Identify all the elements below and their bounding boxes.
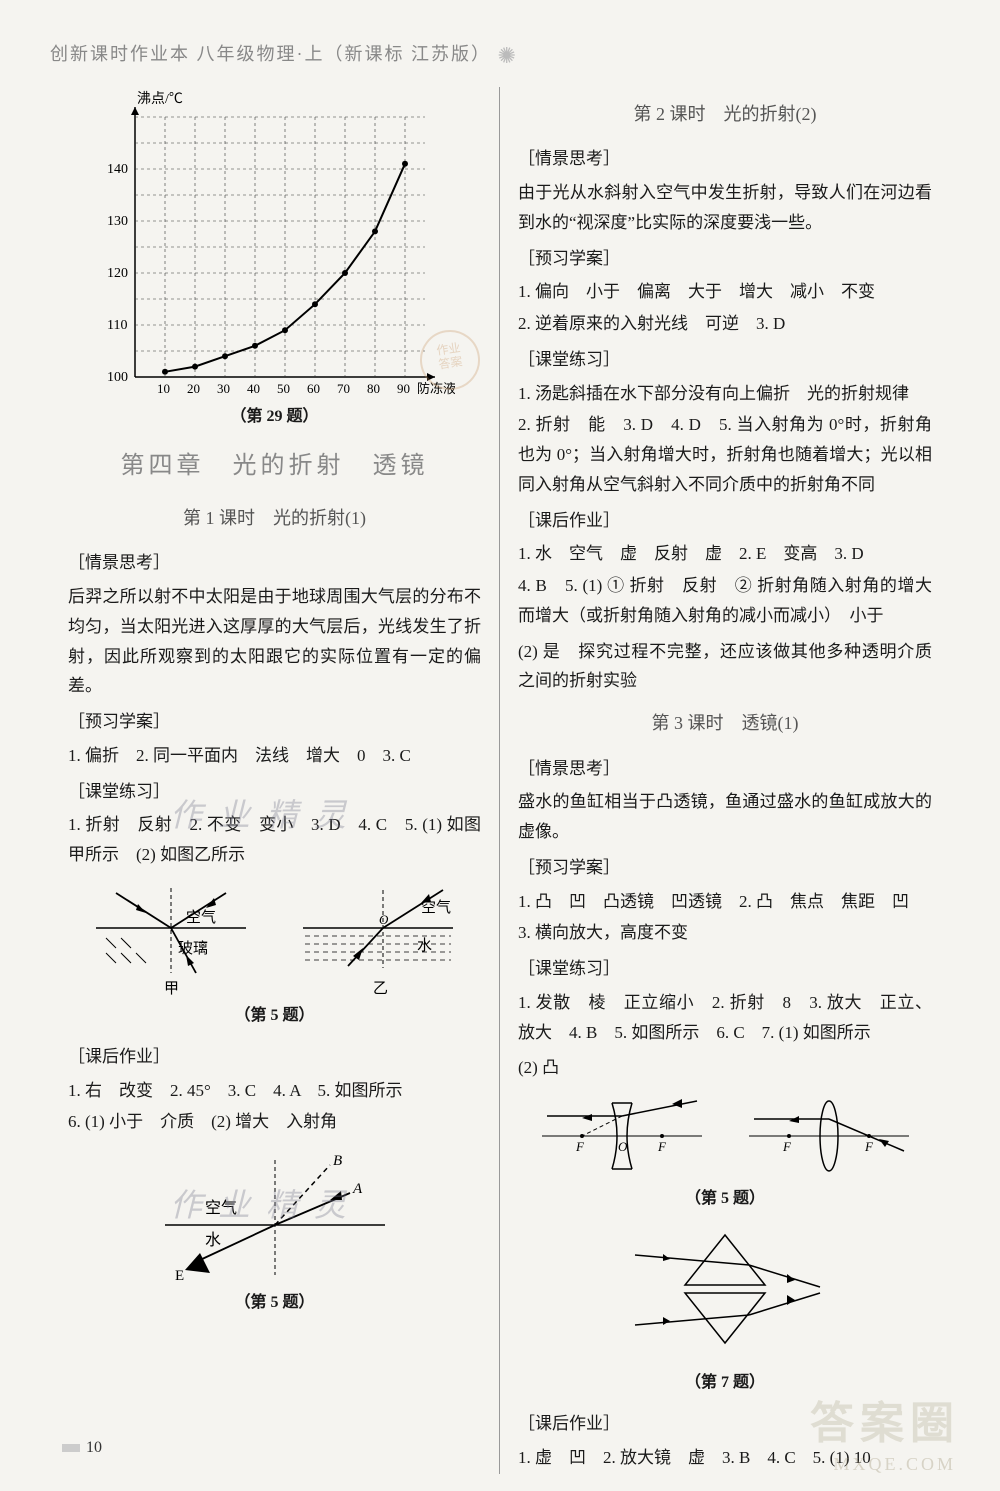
svg-text:110: 110 <box>107 318 127 333</box>
svg-text:E: E <box>175 1268 184 1284</box>
diagram-yi: O 空气 水 乙 <box>293 878 463 998</box>
watermark-sub: MXQE.COM <box>833 1454 956 1475</box>
l2-preview-body1: 1. 偏向 小于 偏离 大于 增大 减小 不变 <box>518 277 932 307</box>
l1-preview-label: ［预习学案］ <box>68 707 481 737</box>
svg-text:F: F <box>657 1139 667 1154</box>
svg-text:60: 60 <box>307 381 320 396</box>
l2-class-body2: 2. 折射 能 3. D 4. D 5. 当入射角为 0°时，折射角也为 0°；… <box>518 410 932 499</box>
l3-class-body2: (2) 凸 <box>518 1053 932 1083</box>
l1-class-body: 1. 折射 反射 2. 不变 变小 3. D 4. C 5. (1) 如图甲所示… <box>68 810 481 870</box>
l3-think-label: ［情景思考］ <box>518 754 932 784</box>
l2-hw-body3: (2) 是 探究过程不完整，还应该做其他多种透明介质之间的折射实验 <box>518 637 932 697</box>
svg-text:F: F <box>864 1139 874 1154</box>
svg-text:10: 10 <box>157 381 170 396</box>
l3-think-body: 盛水的鱼缸相当于凸透镜，鱼通过盛水的鱼缸成放大的虚像。 <box>518 787 932 847</box>
svg-text:水: 水 <box>417 937 432 954</box>
chart-ylabel: 沸点/℃ <box>137 91 183 107</box>
svg-text:A: A <box>352 1181 363 1197</box>
chapter-title: 第四章 光的折射 透镜 <box>68 445 481 487</box>
svg-text:玻璃: 玻璃 <box>178 940 208 957</box>
l1-fig5-diagrams: 空气 玻璃 甲 O 空气 水 乙 <box>68 878 481 998</box>
convex-lens-diagram: F F <box>739 1091 919 1181</box>
l1-hw-body1: 1. 右 改变 2. 45° 3. C 4. A 5. 如图所示 <box>68 1076 481 1106</box>
svg-text:B: B <box>333 1153 342 1169</box>
svg-text:130: 130 <box>107 214 128 229</box>
l1-think-label: ［情景思考］ <box>68 548 481 578</box>
right-column: 第 2 课时 光的折射(2) ［情景思考］ 由于光从水斜射入空气中发生折射，导致… <box>500 87 950 1475</box>
l3-fig7-diagram <box>518 1225 932 1365</box>
l2-think-body: 由于光从水斜射入空气中发生折射，导致人们在河边看到水的“视深度”比实际的深度要浅… <box>518 178 932 238</box>
svg-text:140: 140 <box>107 162 128 177</box>
header-text: 创新课时作业本 八年级物理·上（新课标 江苏版） <box>50 44 491 64</box>
page-header: 创新课时作业本 八年级物理·上（新课标 江苏版） ✺ <box>50 40 950 69</box>
lesson3-title: 第 3 课时 透镜(1) <box>518 708 932 740</box>
svg-text:30: 30 <box>217 381 230 396</box>
svg-text:空气: 空气 <box>205 1199 237 1217</box>
svg-text:F: F <box>575 1139 585 1154</box>
page-number: 10 <box>62 1439 102 1457</box>
l2-hw-body1: 1. 水 空气 虚 反射 虚 2. E 变高 3. D <box>518 539 932 569</box>
l1-hw-body2: 6. (1) 小于 介质 (2) 增大 入射角 <box>68 1107 481 1137</box>
content-columns: 沸点/℃ <box>50 87 950 1475</box>
l3-preview-body2: 3. 横向放大，高度不变 <box>518 918 932 948</box>
l3-fig5-caption: （第 5 题） <box>518 1185 932 1213</box>
concave-lens-diagram: F F O <box>532 1091 712 1181</box>
l2-preview-label: ［预习学案］ <box>518 244 932 274</box>
l1-fig5a-caption: （第 5 题） <box>68 1002 481 1030</box>
flower-icon: ✺ <box>498 43 518 69</box>
svg-text:70: 70 <box>337 381 350 396</box>
svg-text:90: 90 <box>397 381 410 396</box>
svg-text:水: 水 <box>205 1231 221 1249</box>
svg-text:20: 20 <box>187 381 200 396</box>
l3-preview-body1: 1. 凸 凹 凸透镜 凹透镜 2. 凸 焦点 焦距 凹 <box>518 887 932 917</box>
l2-class-body1: 1. 汤匙斜插在水下部分没有向上偏折 光的折射规律 <box>518 379 932 409</box>
fig29-caption: （第 29 题） <box>68 403 481 431</box>
svg-text:甲: 甲 <box>164 981 179 997</box>
watermark-main: 答案圈 <box>810 1387 960 1451</box>
l3-fig5-diagrams: F F O F F <box>518 1091 932 1181</box>
l3-class-label: ［课堂练习］ <box>518 954 932 984</box>
l1-fig5b-diagram: E A B 空气 水 <box>68 1145 481 1285</box>
l1-hw-label: ［课后作业］ <box>68 1042 481 1072</box>
l2-think-label: ［情景思考］ <box>518 144 932 174</box>
svg-text:乙: 乙 <box>373 981 388 997</box>
l2-class-label: ［课堂练习］ <box>518 345 932 375</box>
l1-class-label: ［课堂练习］ <box>68 777 481 807</box>
svg-text:F: F <box>782 1139 792 1154</box>
l2-hw-label: ［课后作业］ <box>518 506 932 536</box>
svg-text:100: 100 <box>107 370 128 385</box>
svg-text:50: 50 <box>277 381 290 396</box>
svg-text:空气: 空气 <box>421 899 451 916</box>
svg-text:O: O <box>379 912 389 927</box>
diagram-jia: 空气 玻璃 甲 <box>86 878 256 998</box>
l3-class-body1: 1. 发散 棱 正立缩小 2. 折射 8 3. 放大 正立、放大 4. B 5.… <box>518 988 932 1048</box>
l1-preview-body: 1. 偏折 2. 同一平面内 法线 增大 0 3. C <box>68 741 481 771</box>
svg-text:80: 80 <box>367 381 380 396</box>
svg-text:O: O <box>618 1139 628 1154</box>
l2-hw-body2: 4. B 5. (1) ① 折射 反射 ② 折射角随入射角的增大而增大（或折射角… <box>518 571 932 631</box>
svg-text:120: 120 <box>107 266 128 281</box>
l1-think-body: 后羿之所以射不中太阳是由于地球周围大气层的分布不均匀，当太阳光进入这厚厚的大气层… <box>68 582 481 701</box>
l3-preview-label: ［预习学案］ <box>518 853 932 883</box>
boiling-point-chart: 沸点/℃ <box>95 87 455 397</box>
l1-fig5b-caption: （第 5 题） <box>68 1289 481 1317</box>
l2-preview-body2: 2. 逆着原来的入射光线 可逆 3. D <box>518 309 932 339</box>
svg-text:空气: 空气 <box>186 909 216 926</box>
left-column: 沸点/℃ <box>50 87 500 1475</box>
svg-text:40: 40 <box>247 381 260 396</box>
lesson2-title: 第 2 课时 光的折射(2) <box>518 99 932 131</box>
lesson1-title: 第 1 课时 光的折射(1) <box>68 503 481 535</box>
